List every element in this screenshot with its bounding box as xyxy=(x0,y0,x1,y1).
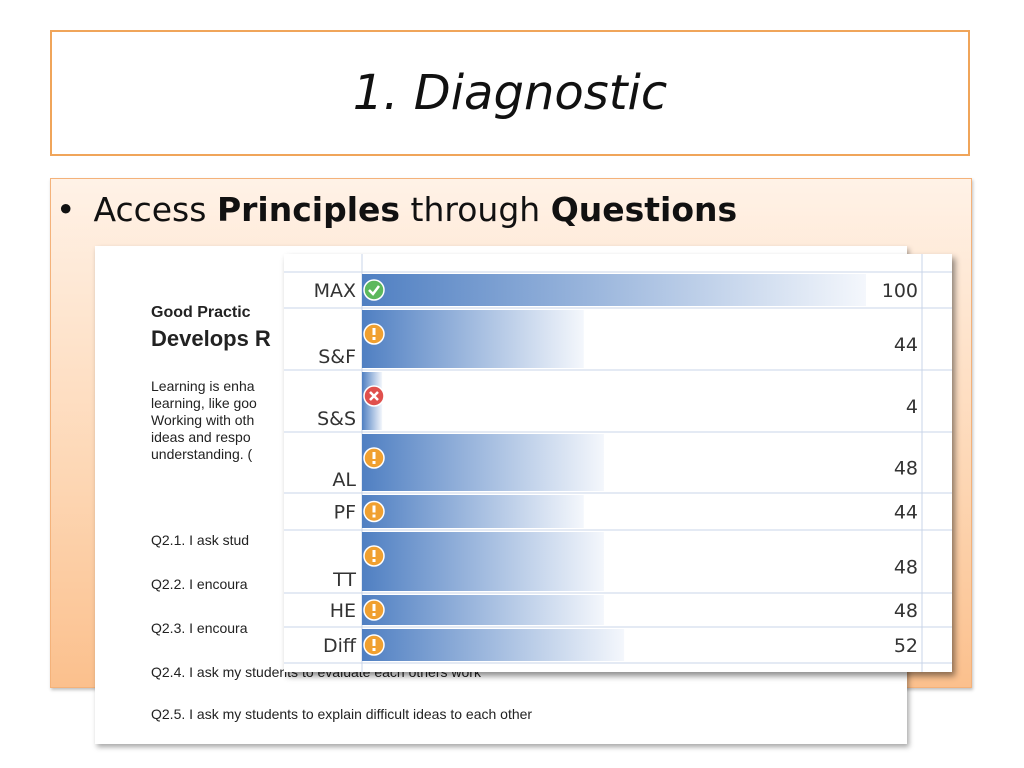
category-label: HE xyxy=(330,600,356,622)
paragraph-line: Working with oth xyxy=(151,412,255,428)
check-mark xyxy=(368,285,380,296)
bullet-principles: Principles xyxy=(216,190,401,229)
exclamation-dot xyxy=(372,559,376,562)
exclamation-dot xyxy=(372,648,376,651)
value-label: 4 xyxy=(906,396,918,418)
doc-paragraph: Learning is enha learning, like goo Work… xyxy=(151,378,257,463)
question-item: Q2.2. I encoura xyxy=(151,576,248,592)
value-label: 44 xyxy=(894,334,918,356)
check-icon xyxy=(363,279,385,301)
value-label: 52 xyxy=(894,635,918,657)
doc-heading-develops: Develops R xyxy=(151,326,271,351)
paragraph-line: ideas and respo xyxy=(151,429,251,445)
category-label: MAX xyxy=(314,280,356,302)
exclamation-bar xyxy=(372,550,376,557)
score-chart: MAX 100 S&F 44 S&S 4 AL 48 PF 44 TT 48 HE 48 Diff 52 xyxy=(284,254,952,672)
category-label: TT xyxy=(332,569,356,591)
bar-he xyxy=(362,595,604,625)
bar-diff xyxy=(362,629,625,661)
cross-mark xyxy=(369,391,379,401)
paragraph-line: learning, like goo xyxy=(151,395,257,411)
bar-pf xyxy=(362,495,584,528)
category-label: PF xyxy=(334,502,356,524)
title-box: 1. Diagnostic xyxy=(50,30,970,156)
bar-sf xyxy=(362,310,584,368)
slide-title: 1. Diagnostic xyxy=(352,65,668,121)
value-label: 100 xyxy=(882,280,918,302)
exclamation-dot xyxy=(372,514,376,518)
bar-tt xyxy=(362,532,604,591)
category-label: Diff xyxy=(323,635,357,657)
exclamation-bar xyxy=(372,604,376,611)
category-label: S&S xyxy=(317,408,356,430)
value-label: 44 xyxy=(894,502,918,524)
question-item: Q2.3. I encoura xyxy=(151,620,248,636)
exclamation-bar xyxy=(372,452,376,459)
exclamation-bar xyxy=(372,328,376,335)
bullet-questions: Questions xyxy=(550,190,738,229)
score-chart-svg: MAX 100 S&F 44 S&S 4 AL 48 PF 44 TT 48 HE 48 Diff 52 xyxy=(284,254,952,672)
paragraph-line: Learning is enha xyxy=(151,378,255,394)
bar-al xyxy=(362,434,604,491)
bullet-middle: through xyxy=(400,190,551,229)
category-label: AL xyxy=(332,469,356,491)
bullet-dot: • xyxy=(56,190,76,229)
value-label: 48 xyxy=(894,600,918,622)
exclamation-dot xyxy=(372,613,376,616)
value-label: 48 xyxy=(894,557,918,579)
exclamation-dot xyxy=(372,461,376,464)
bullet-line: • Access Principles through Questions xyxy=(56,190,737,236)
exclamation-bar xyxy=(372,639,376,646)
exclamation-dot xyxy=(372,337,376,340)
question-item: Q2.1. I ask stud xyxy=(151,532,250,548)
category-label: S&F xyxy=(318,346,356,368)
doc-heading-good-practice: Good Practic xyxy=(151,304,251,321)
exclamation-bar xyxy=(372,505,376,513)
value-label: 48 xyxy=(894,458,918,480)
question-item: Q2.5. I ask my students to explain diffi… xyxy=(151,706,533,722)
paragraph-line: understanding. ( xyxy=(151,446,253,462)
bar-max xyxy=(362,274,866,306)
bullet-prefix: Access xyxy=(93,190,217,229)
